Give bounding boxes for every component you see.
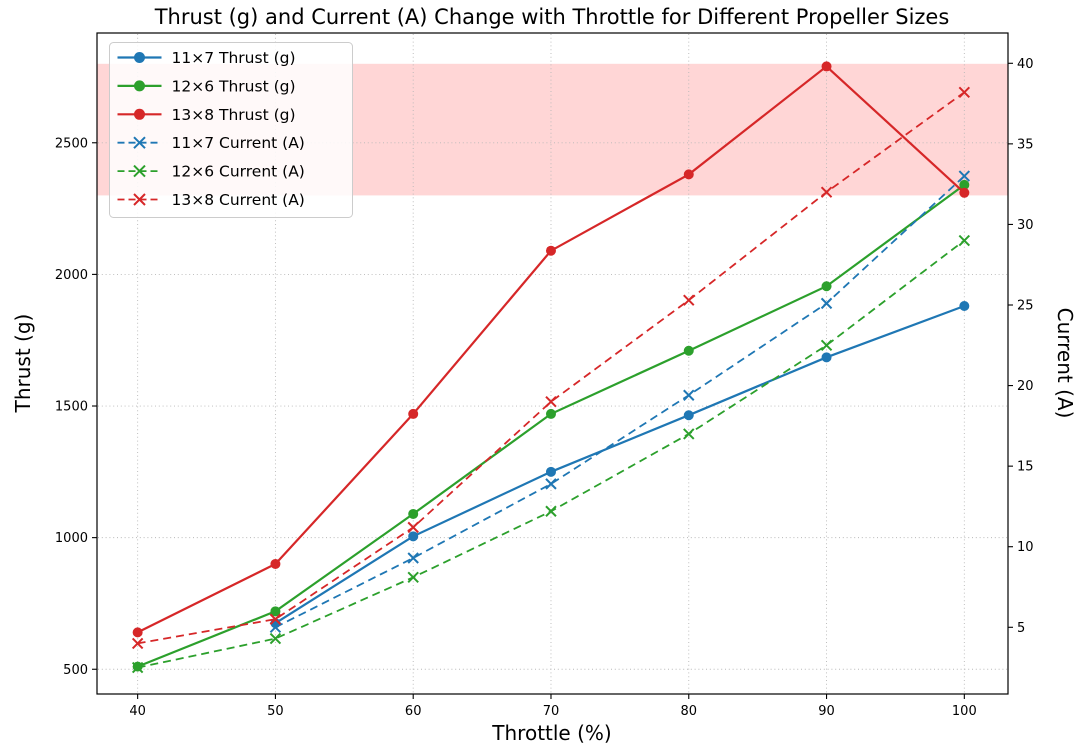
axes-spines — [96, 32, 1009, 695]
x-tick-label: 90 — [818, 704, 835, 719]
data-point — [407, 521, 419, 534]
y-tick-label-left: 2500 — [55, 136, 88, 151]
data-point — [132, 627, 143, 638]
series-13×8 Current (A) — [131, 86, 971, 650]
legend-label: 13×8 Thrust (g) — [172, 106, 296, 124]
data-point — [820, 186, 833, 198]
x-tick-label: 80 — [680, 704, 697, 719]
legend-frame — [109, 42, 353, 218]
series-11×7 Current (A) — [269, 170, 971, 633]
legend-label: 13×8 Current (A) — [172, 191, 305, 209]
legend-marker-circle — [134, 108, 145, 120]
data-point — [821, 352, 832, 363]
data-point — [545, 466, 556, 477]
data-point — [958, 86, 971, 99]
y-tick-label-right: 15 — [1017, 460, 1034, 475]
data-point — [958, 234, 971, 247]
data-point — [269, 632, 282, 645]
y-axis-label-right: Current (A) — [1053, 308, 1077, 419]
data-point — [407, 552, 419, 564]
data-point — [958, 170, 971, 182]
y-tick-label-left: 1500 — [55, 400, 88, 415]
legend-marker-x — [133, 136, 146, 149]
legend-item: 12×6 Current (A) — [117, 163, 305, 181]
legend-label: 11×7 Current (A) — [172, 134, 305, 152]
y-tick-label-right: 25 — [1017, 299, 1034, 314]
series-layer — [131, 61, 971, 674]
y-tick-label-right: 20 — [1017, 379, 1034, 394]
legend-item: 13×8 Current (A) — [117, 191, 305, 209]
chart-title: Thrust (g) and Current (A) Change with T… — [154, 5, 950, 29]
legend-label: 12×6 Current (A) — [172, 163, 305, 181]
legend-marker-circle — [134, 80, 145, 92]
y-tick-label-right: 40 — [1017, 57, 1034, 72]
data-point — [959, 300, 970, 311]
y-tick-label-right: 35 — [1017, 137, 1034, 152]
y-tick-label-right: 30 — [1017, 218, 1034, 233]
data-point — [820, 339, 833, 351]
data-point — [959, 179, 970, 190]
data-point — [545, 505, 557, 517]
legend-item: 12×6 Thrust (g) — [117, 77, 296, 95]
tick-labels-layer: 500 1000 1500 2000 2500 5 10 15 20 25 30 35 40 40 50 60… — [55, 57, 1034, 719]
series-line — [274, 304, 965, 625]
data-point — [683, 428, 695, 440]
y-tick-label-left: 2000 — [55, 268, 88, 283]
legend-item: 11×7 Current (A) — [117, 134, 305, 152]
x-tick-label: 100 — [952, 704, 977, 719]
y-tick-label-left: 500 — [63, 663, 88, 678]
legend-marker-x — [133, 193, 146, 206]
data-point — [683, 389, 695, 401]
data-point — [820, 297, 833, 310]
legend-label: 12×6 Thrust (g) — [172, 77, 296, 95]
data-point — [269, 613, 282, 625]
x-axis-label: Throttle (%) — [491, 721, 611, 745]
plot-border — [96, 32, 1009, 695]
data-point — [683, 410, 694, 421]
data-point — [683, 294, 695, 306]
legend-label: 11×7 Thrust (g) — [172, 49, 296, 67]
data-point — [270, 606, 281, 617]
x-tick-label: 60 — [405, 704, 422, 719]
y-axis-label-left: Thrust (g) — [11, 314, 35, 414]
data-point — [408, 408, 419, 419]
data-point — [821, 61, 832, 72]
series-12×6 Current (A) — [131, 234, 971, 674]
data-point — [545, 478, 557, 490]
data-point — [131, 661, 144, 674]
data-point — [408, 531, 419, 542]
series-13×8 Thrust (g) — [132, 61, 970, 638]
data-point — [821, 281, 832, 292]
x-tick-label: 70 — [543, 704, 560, 719]
legend-item: 13×8 Thrust (g) — [117, 106, 296, 124]
legend: 11×7 Thrust (g) 12×6 Thrust (g) 13×8 Thrus… — [109, 42, 353, 218]
data-point — [683, 345, 694, 356]
y-tick-label-right: 10 — [1017, 540, 1034, 555]
data-point — [270, 558, 281, 569]
data-point — [407, 571, 419, 584]
series-line — [274, 175, 965, 629]
data-point — [545, 408, 556, 419]
data-point — [131, 637, 144, 650]
data-point — [545, 245, 556, 256]
legend-marker-x — [133, 164, 146, 178]
legend-item: 11×7 Thrust (g) — [117, 49, 296, 67]
y-tick-label-right: 5 — [1017, 621, 1025, 636]
legend-marker-circle — [134, 52, 145, 63]
x-tick-label: 50 — [267, 704, 284, 719]
x-tick-label: 40 — [129, 704, 146, 719]
data-point — [683, 169, 694, 180]
data-point — [545, 395, 557, 408]
data-point — [408, 508, 419, 519]
data-point — [959, 187, 970, 198]
y-tick-label-left: 1000 — [55, 531, 88, 546]
